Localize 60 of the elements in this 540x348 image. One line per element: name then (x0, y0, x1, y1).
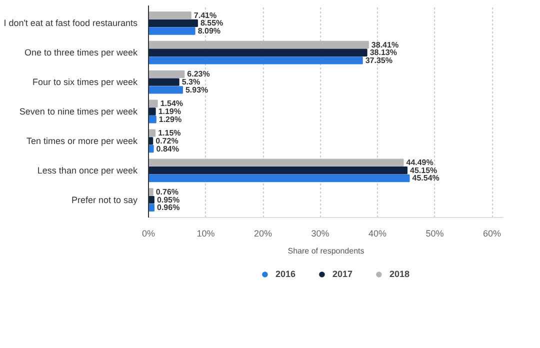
bar (148, 204, 154, 212)
x-tick-label: 40% (368, 228, 387, 238)
data-label: 8.55% (200, 18, 224, 28)
bar (148, 86, 183, 94)
x-axis-title: Share of respondents (288, 246, 364, 256)
bar (148, 19, 198, 28)
data-label: 1.15% (158, 128, 181, 138)
data-label: 44.49% (406, 158, 434, 168)
bar (148, 56, 363, 64)
data-label: 37.35% (365, 56, 392, 65)
data-label: 1.29% (158, 114, 182, 124)
data-label: 5.93% (185, 85, 208, 94)
x-tick-label: 10% (196, 228, 215, 238)
x-tick-label: 20% (254, 228, 272, 238)
bar (148, 158, 404, 166)
data-label: 0.95% (156, 195, 180, 204)
x-tick-label: 60% (483, 228, 502, 238)
data-label: 1.54% (160, 99, 184, 108)
bar (148, 100, 158, 108)
legend-label: 2017 (332, 269, 353, 279)
bar (148, 27, 196, 35)
data-label: 6.23% (187, 70, 210, 79)
y-tick-label: Less than once per week (37, 165, 138, 176)
data-label: 1.19% (158, 107, 181, 116)
data-label: 7.41% (194, 10, 217, 20)
bar (148, 188, 154, 196)
data-label: 0.72% (156, 136, 178, 146)
bar (148, 196, 154, 204)
bar (148, 116, 156, 124)
bar (148, 70, 185, 78)
data-label: 5.3% (182, 78, 200, 87)
bar (148, 108, 156, 116)
data-label: 8.09% (198, 26, 221, 36)
y-tick-label: Seven to nine times per week (19, 106, 138, 116)
legend-label: 2016 (275, 269, 296, 279)
x-tick-label: 50% (426, 228, 444, 238)
y-tick-label: One to three times per week (24, 48, 138, 58)
bar (148, 11, 192, 20)
bar (148, 137, 154, 145)
bar (148, 129, 156, 137)
bar (148, 166, 408, 174)
data-label: 45.15% (410, 166, 438, 175)
y-tick-label: Prefer not to say (71, 194, 138, 205)
x-tick-label: 30% (311, 228, 330, 238)
x-tick-label: 0% (142, 228, 156, 238)
legend-label: 2018 (390, 269, 410, 279)
bar (148, 40, 369, 49)
data-label: 0.76% (156, 187, 179, 196)
bar (148, 78, 180, 86)
data-label: 0.84% (156, 144, 179, 154)
bar (148, 144, 154, 153)
bar (148, 48, 368, 56)
bar (148, 174, 410, 182)
y-tick-label: Ten times or more per week (26, 136, 138, 146)
data-label: 38.13% (370, 48, 397, 58)
data-label: 45.54% (412, 174, 440, 183)
data-label: 0.96% (156, 203, 180, 212)
y-tick-label: Four to six times per week (32, 77, 138, 88)
y-tick-label: I don't eat at fast food restaurants (4, 18, 138, 28)
data-label: 38.41% (371, 40, 399, 50)
